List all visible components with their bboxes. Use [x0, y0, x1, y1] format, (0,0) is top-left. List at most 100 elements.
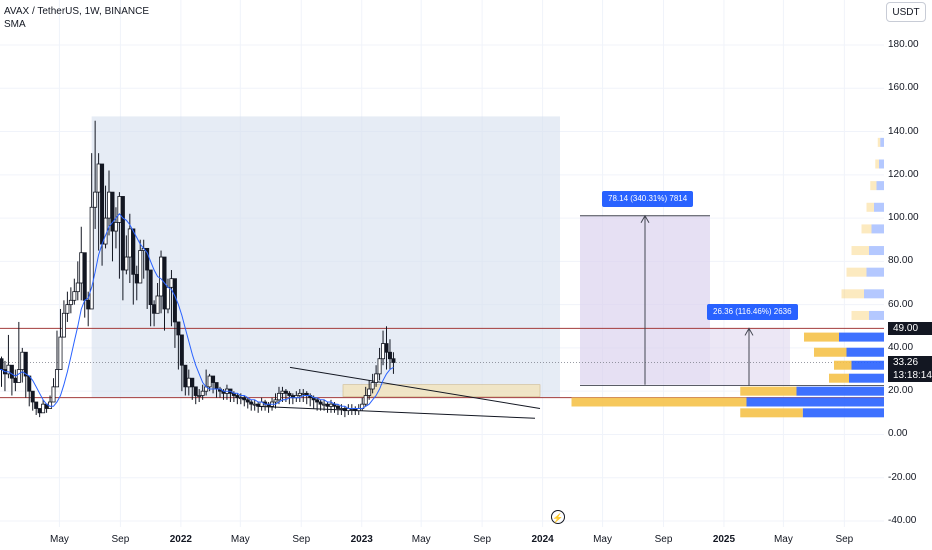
- candle-body: [242, 397, 247, 401]
- candle-body: [75, 282, 80, 293]
- candle-body: [315, 399, 320, 403]
- price-tag-last-price: 33.26: [888, 355, 932, 369]
- candle-body: [16, 369, 21, 383]
- measure-rect-2: [710, 328, 790, 386]
- x-tick-label: Sep: [473, 534, 492, 545]
- candle-body: [145, 247, 150, 271]
- x-tick-label: May: [411, 534, 431, 545]
- candle-body: [183, 364, 188, 388]
- wedge-lower-line: [257, 405, 536, 419]
- volume-profile-up: [861, 224, 872, 234]
- candle-body: [197, 395, 202, 397]
- candle-body: [342, 408, 347, 412]
- candle-body: [245, 399, 250, 403]
- volume-profile-up: [814, 347, 847, 357]
- accumulation-zone: [342, 384, 541, 397]
- candle-body: [280, 390, 285, 394]
- candle-body: [172, 278, 177, 323]
- candle-body: [276, 392, 281, 401]
- candle-body: [134, 273, 139, 284]
- volume-profile-up: [834, 360, 852, 370]
- candle-body: [367, 388, 372, 396]
- symbol-title[interactable]: AVAX / TetherUS, 1W, BINANCE: [4, 6, 150, 17]
- volume-profile-up: [571, 397, 747, 407]
- y-tick-label: 100.00: [888, 212, 919, 224]
- volume-profile-down: [874, 202, 884, 212]
- volume-profile-up: [870, 181, 877, 191]
- volume-profile-down: [802, 408, 884, 418]
- indicator-label[interactable]: SMA: [4, 19, 26, 30]
- volume-profile-down: [864, 289, 884, 299]
- candle-body: [41, 403, 46, 414]
- candle-body: [325, 403, 330, 407]
- x-tick-label: 2022: [169, 534, 192, 545]
- candle-body: [23, 351, 28, 377]
- candle-body: [82, 252, 87, 301]
- candle-body: [207, 375, 212, 388]
- candle-body: [186, 377, 191, 388]
- x-tick-label: May: [230, 534, 250, 545]
- candle-body: [179, 334, 184, 366]
- candle-body: [238, 397, 243, 400]
- x-tick-label: Sep: [292, 534, 311, 545]
- candle-body: [72, 291, 77, 301]
- volume-profile-down: [869, 246, 884, 256]
- candle-body: [107, 191, 112, 219]
- volume-profile-up: [829, 373, 849, 383]
- volume-profile-down: [839, 332, 884, 342]
- candle-body: [211, 375, 216, 383]
- candle-body: [214, 382, 219, 390]
- tradingview-logo-icon[interactable]: ⚡: [551, 510, 565, 524]
- x-tick-label: May: [773, 534, 793, 545]
- candle-body: [381, 343, 386, 360]
- candle-body: [322, 403, 327, 406]
- candle-body: [301, 392, 306, 395]
- y-tick-label: 0.00: [888, 428, 908, 440]
- candle-body: [374, 373, 379, 383]
- range-box: [91, 116, 560, 398]
- candle-body: [318, 401, 323, 405]
- currency-selector[interactable]: USDT: [886, 2, 926, 22]
- candle-body: [252, 403, 257, 406]
- candle-body: [190, 377, 195, 388]
- x-tick-label: May: [50, 534, 69, 545]
- measure-arrow-1-head: [640, 214, 650, 223]
- measure-label-2: 26.36 (116.46%) 2636: [707, 304, 798, 321]
- volume-profile-up: [740, 386, 797, 396]
- candle-body: [51, 386, 56, 403]
- volume-profile-up: [851, 310, 869, 320]
- candle-body: [58, 336, 63, 370]
- y-tick-label: 80.00: [888, 255, 914, 267]
- candle-body: [93, 191, 98, 208]
- x-tick-label: 2025: [712, 534, 736, 545]
- volume-profile-up: [804, 332, 839, 342]
- candle-body: [103, 217, 108, 245]
- candle-body: [370, 382, 375, 390]
- volume-profile-down: [746, 397, 884, 407]
- candle-body: [273, 399, 278, 403]
- volume-profile-up: [841, 289, 864, 299]
- x-tick-label: Sep: [835, 534, 854, 545]
- candle-body: [148, 269, 153, 306]
- candle-body: [89, 206, 94, 310]
- candle-body: [117, 196, 122, 223]
- candle-body: [120, 196, 125, 271]
- candle-body: [61, 312, 66, 338]
- candle-body: [176, 321, 181, 336]
- volume-profile-up: [740, 408, 803, 418]
- candle-body: [124, 256, 129, 271]
- candle-body: [0, 358, 4, 370]
- volume-profile-down: [851, 360, 884, 370]
- y-tick-label: -40.00: [888, 515, 917, 526]
- candle-body: [387, 351, 392, 360]
- candle-body: [27, 375, 32, 392]
- volume-profile-down: [796, 386, 884, 396]
- candle-body: [287, 392, 292, 396]
- candle-body: [127, 228, 132, 258]
- volume-profile-up: [866, 202, 874, 212]
- wedge-upper-line: [289, 366, 541, 409]
- volume-profile-up: [877, 137, 881, 147]
- candle-body: [363, 395, 368, 405]
- candle-body: [335, 405, 340, 409]
